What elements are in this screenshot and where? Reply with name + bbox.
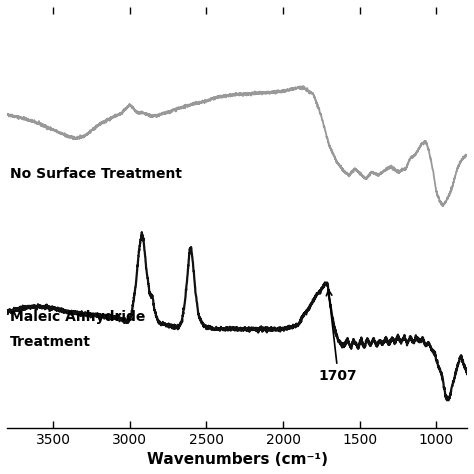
Text: No Surface Treatment: No Surface Treatment xyxy=(10,167,182,181)
X-axis label: Wavenumbers (cm⁻¹): Wavenumbers (cm⁻¹) xyxy=(146,452,328,467)
Text: Treatment: Treatment xyxy=(10,335,91,349)
Text: 1707: 1707 xyxy=(319,290,357,383)
Text: Maleic Anhydride: Maleic Anhydride xyxy=(10,310,146,324)
